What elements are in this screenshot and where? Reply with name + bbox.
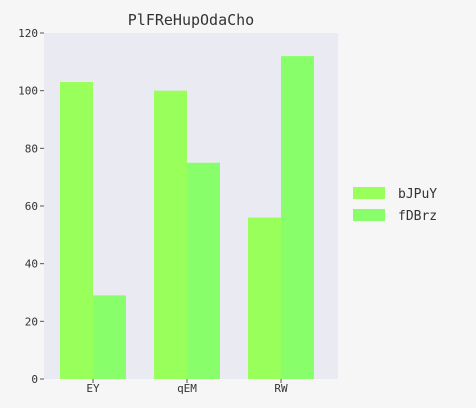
x-tick-label: EY: [86, 382, 100, 395]
x-axis: EY qEM RW: [86, 379, 288, 395]
legend: bJPuY fDBrz: [353, 187, 437, 224]
y-tick-label: 100: [18, 85, 38, 98]
bar-bJPuY-RW: [248, 217, 281, 379]
y-axis: 0 20 40 60 80 100 120: [18, 27, 44, 386]
y-tick-label: 40: [25, 258, 38, 271]
chart-title: PlFReHupOdaCho: [128, 11, 254, 29]
y-tick-label: 120: [18, 27, 38, 40]
x-tick-label: qEM: [177, 382, 197, 395]
y-tick-label: 80: [25, 142, 38, 155]
bar-fDBrz-EY: [93, 295, 126, 379]
bars-layer: [60, 56, 314, 380]
legend-label-bJPuY: bJPuY: [398, 187, 437, 202]
legend-swatch-bJPuY: [353, 187, 385, 199]
y-tick-label: 60: [25, 200, 38, 213]
y-tick-label: 20: [25, 315, 38, 328]
bar-fDBrz-RW: [281, 56, 314, 380]
x-tick-label: RW: [274, 382, 288, 395]
legend-swatch-fDBrz: [353, 209, 385, 221]
y-tick-label: 0: [31, 373, 38, 386]
bar-bJPuY-EY: [60, 82, 93, 380]
legend-label-fDBrz: fDBrz: [398, 209, 437, 224]
bar-fDBrz-qEM: [187, 162, 220, 379]
bar-bJPuY-qEM: [154, 90, 187, 380]
